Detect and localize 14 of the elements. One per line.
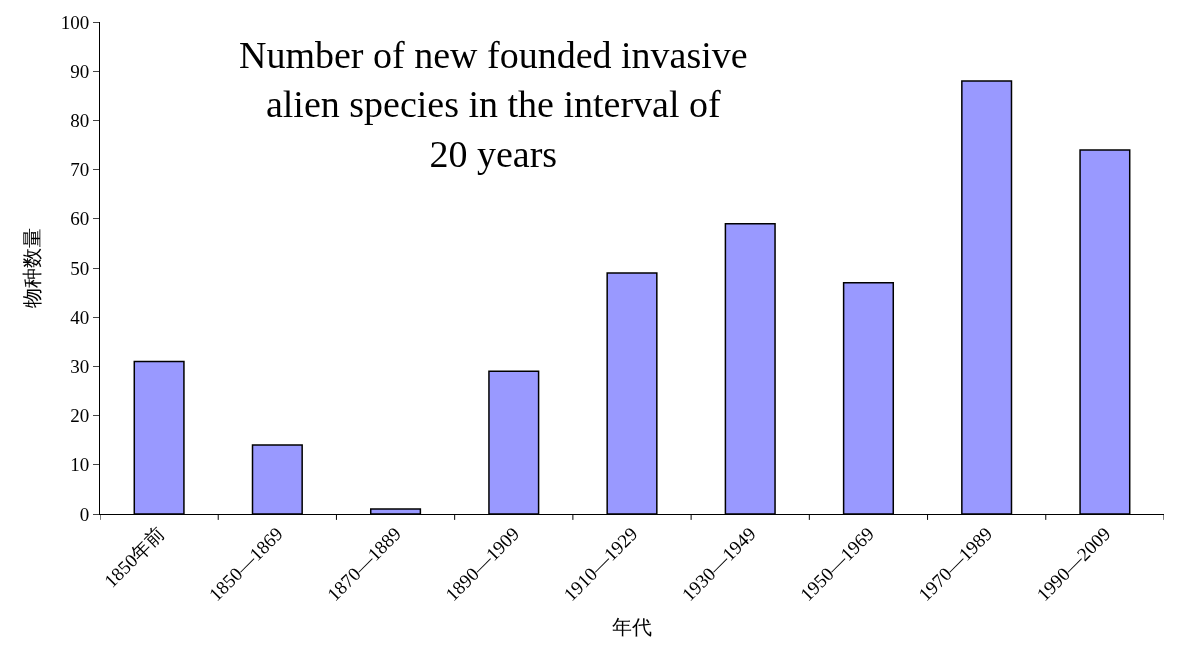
y-tick-label: 80 xyxy=(70,110,90,132)
y-tick-label: 0 xyxy=(79,503,90,525)
y-tick-label: 50 xyxy=(70,257,90,279)
y-tick-label: 20 xyxy=(70,405,90,427)
y-tick-label: 40 xyxy=(70,306,90,328)
y-tick-label: 60 xyxy=(70,208,90,230)
y-tick-label: 70 xyxy=(70,159,90,181)
x-axis-title: 年代 xyxy=(612,615,652,638)
y-tick-label: 100 xyxy=(60,11,90,33)
y-tick-label: 90 xyxy=(70,60,90,82)
y-tick-label: 30 xyxy=(70,356,90,378)
text: Number of new founded invasive alien species in the interval of 20 years xyxy=(239,34,748,175)
y-axis-title: 物种数量 xyxy=(21,228,44,308)
y-tick-label: 10 xyxy=(70,454,90,476)
